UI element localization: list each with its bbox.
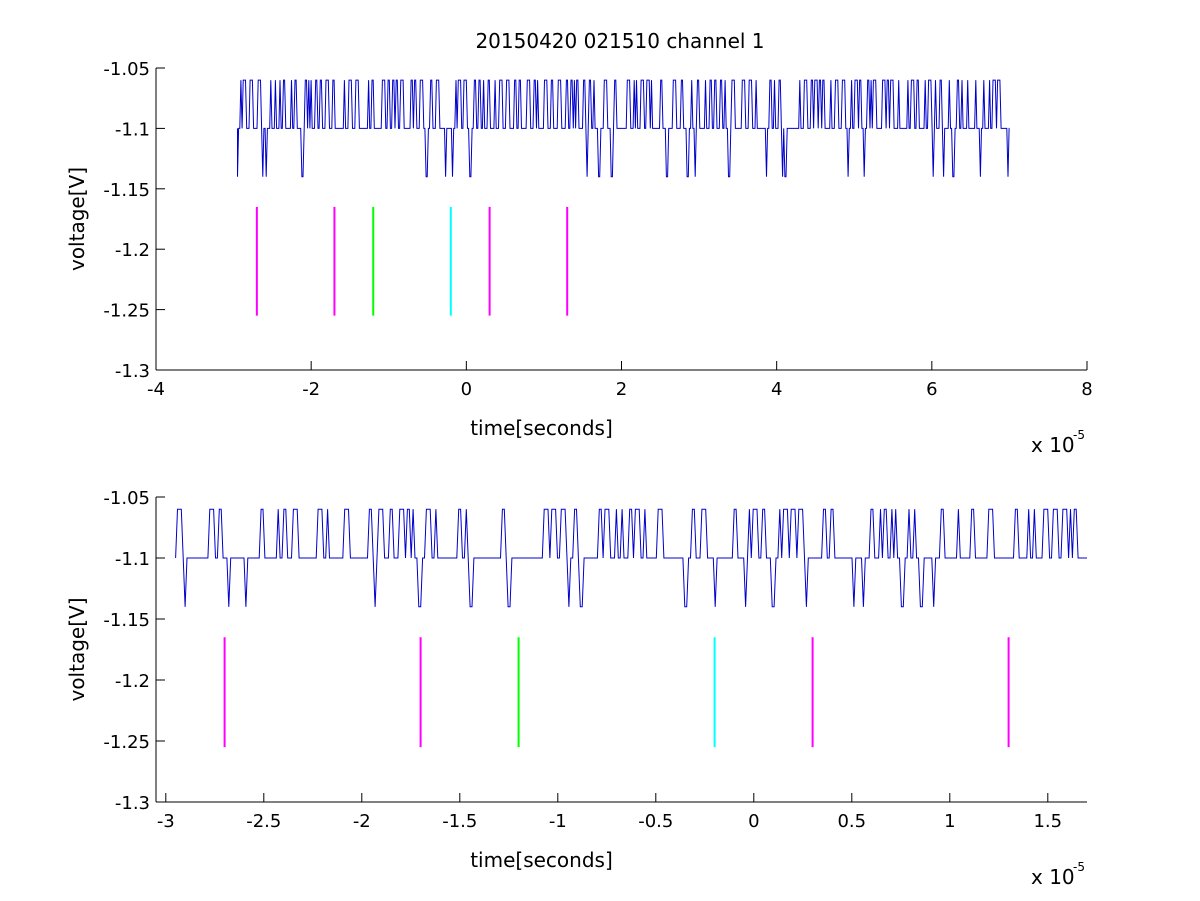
- x-tick-label: 1: [944, 811, 955, 832]
- x-exponent-label: x 10: [1031, 433, 1075, 457]
- x-tick-label: 0.5: [837, 811, 866, 832]
- signal-trace: [237, 79, 1010, 178]
- y-tick-label: -1.15: [103, 610, 150, 631]
- x-tick-label: -1.5: [442, 811, 477, 832]
- figure-title: 20150420 021510 channel 1: [475, 29, 764, 53]
- y-tick-label: -1.1: [115, 119, 150, 140]
- x-tick-label: 2: [616, 379, 627, 400]
- y-tick-label: -1.15: [103, 180, 150, 201]
- x-tick-label: -4: [147, 379, 165, 400]
- y-axis-title: voltage[V]: [65, 597, 89, 701]
- y-tick-label: -1.2: [115, 671, 150, 692]
- x-tick-label: 1.5: [1033, 811, 1062, 832]
- top-panel: -4 -2 0 2 4 6 8 -1.3 -1.25 -1.2 -1.15 -1.1 -1.05 time…: [65, 59, 1093, 457]
- y-tick-label: -1.1: [115, 549, 150, 570]
- y-tick-label: -1.25: [103, 301, 150, 322]
- x-tick-label: 8: [1081, 379, 1092, 400]
- y-tick-label: -1.25: [103, 732, 150, 753]
- bottom-panel: -3 -2.5 -2 -1.5 -1 -0.5 0 0.5 1 1.5 -1.3 -1.25 -1.2 -…: [65, 488, 1087, 889]
- x-tick-label: -2.5: [246, 811, 281, 832]
- x-tick-label: 4: [771, 379, 782, 400]
- x-exponent-label: x 10: [1031, 865, 1075, 889]
- x-tick-label: 0: [748, 811, 759, 832]
- y-tick-label: -1.05: [103, 59, 150, 80]
- x-tick-label: -2: [353, 811, 371, 832]
- x-tick-label: 6: [926, 379, 937, 400]
- y-tick-label: -1.2: [115, 240, 150, 261]
- x-tick-label: -3: [157, 811, 175, 832]
- y-tick-label: -1.05: [103, 488, 150, 509]
- y-tick-label: -1.3: [115, 793, 150, 814]
- x-exponent-value: -5: [1073, 428, 1085, 442]
- x-exponent-value: -5: [1073, 860, 1085, 874]
- y-axis-title: voltage[V]: [65, 167, 89, 271]
- y-tick-label: -1.3: [115, 361, 150, 382]
- x-tick-label: -2: [302, 379, 320, 400]
- x-tick-label: -1: [549, 811, 567, 832]
- x-tick-label: 0: [461, 379, 472, 400]
- x-axis-title: time[seconds]: [470, 416, 613, 440]
- signal-trace: [175, 508, 1087, 608]
- x-tick-label: -0.5: [638, 811, 673, 832]
- x-axis-title: time[seconds]: [470, 848, 613, 872]
